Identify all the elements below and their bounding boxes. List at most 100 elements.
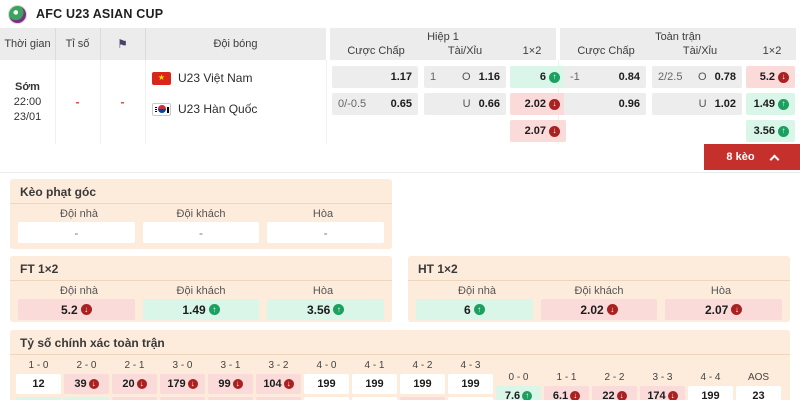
score-col-2-2: 2 - 2 22: [592, 370, 637, 400]
score-odds-cell[interactable]: 199: [400, 374, 445, 394]
score-odds-cell[interactable]: 7.6: [496, 386, 541, 400]
score-odds-cell-partial[interactable]: [256, 397, 301, 400]
away-team[interactable]: U23 Hàn Quốc: [152, 102, 257, 116]
trend-icon: [522, 391, 533, 400]
score-odds-cell[interactable]: 199: [352, 374, 397, 394]
table-header-first-half: Hiệp 1 Cược Chấp Tài/Xỉu 1×2: [330, 28, 556, 60]
score-odds-cell-partial[interactable]: [352, 397, 397, 400]
divider: [100, 60, 101, 144]
ft-draw-odds[interactable]: 3.56: [267, 299, 385, 320]
score-col-2-1: 2 - 1 20: [112, 358, 157, 400]
score-odds-cell[interactable]: 23: [736, 386, 781, 400]
score-odds-cell[interactable]: 199: [688, 386, 733, 400]
ft-overunder-odds-2[interactable]: U 1.02: [652, 93, 742, 115]
odds-value: 1.49: [182, 302, 206, 317]
score-odds-cell-partial[interactable]: [64, 397, 109, 400]
score-odds-cell[interactable]: 104: [256, 374, 301, 394]
score-col-3-0: 3 - 0 179: [160, 358, 205, 400]
score-label: 2 - 2: [604, 371, 625, 383]
odds-value: 1.16: [478, 71, 500, 83]
table-header-left: Thời gian Tỉ số ⚑ Đội bóng: [0, 28, 326, 60]
score-odds-cell[interactable]: 99: [208, 374, 253, 394]
col-header-ft-1x2: 1×2: [762, 45, 782, 57]
trend-icon: [778, 71, 789, 83]
home-team[interactable]: U23 Việt Nam: [152, 71, 252, 85]
corner-odds-card: Kèo phạt góc Đội nhà Đội khách Hòa - - -: [10, 179, 392, 249]
score-odds-cell[interactable]: 6.1: [544, 386, 589, 400]
trend-icon: [187, 379, 198, 389]
corner-draw-odds[interactable]: -: [267, 222, 385, 243]
match-time: Sớm 22:00 23/01: [0, 60, 55, 144]
corner-card-title: Kèo phạt góc: [10, 179, 392, 204]
score-col-4-0: 4 - 0 199: [304, 358, 349, 400]
h1-handicap-odds-1[interactable]: 1.17: [332, 66, 418, 88]
score-odds-cell[interactable]: 179: [160, 374, 205, 394]
divider: [0, 172, 800, 173]
ft-1x2-away-odds[interactable]: 1.49: [746, 93, 795, 115]
ft-handicap-odds-2[interactable]: 0.96: [564, 93, 646, 115]
divider: [326, 60, 327, 144]
h1-overunder-odds-2[interactable]: U 0.66: [424, 93, 506, 115]
score-odds-cell-partial[interactable]: [16, 397, 61, 400]
h1-overunder-odds-1[interactable]: 1 O 1.16: [424, 66, 506, 88]
ft-1x2-draw-odds[interactable]: 3.56: [746, 120, 795, 142]
afc-tournament-logo-icon: [8, 4, 27, 24]
trend-icon: [473, 304, 485, 315]
score-odds-cell[interactable]: 20: [112, 374, 157, 394]
score-odds-cell[interactable]: 174: [640, 386, 685, 400]
trend-icon: [616, 391, 627, 400]
ft-overunder-odds-1[interactable]: 2/2.5 O 0.78: [652, 66, 742, 88]
score-label: 4 - 0: [316, 359, 337, 371]
divider: [55, 28, 56, 60]
score-label: 3 - 0: [172, 359, 193, 371]
ht-home-odds[interactable]: 6: [416, 299, 533, 320]
odds-value: -: [323, 225, 328, 240]
odds-value: 7.6: [504, 390, 521, 400]
ft-1x2-home-odds[interactable]: 5.2: [746, 66, 795, 88]
corner-away-odds[interactable]: -: [142, 222, 260, 243]
h1-1x2-home-odds[interactable]: 6: [510, 66, 566, 88]
score-odds-cell-partial[interactable]: [304, 397, 349, 400]
score-odds-cell-partial[interactable]: [448, 397, 493, 400]
odds-value: 5.2: [759, 71, 775, 83]
corner-home-odds[interactable]: -: [18, 222, 135, 243]
score-odds-cell-partial[interactable]: [208, 397, 253, 400]
score-label: 4 - 3: [460, 359, 481, 371]
col-header-score: Tỉ số: [65, 38, 90, 50]
goal-line: 1: [430, 71, 437, 83]
score-col-0-0: 0 - 0 7.6: [496, 370, 541, 400]
h1-1x2-draw-odds[interactable]: 2.07: [510, 120, 566, 142]
odds-value: 2.07: [705, 302, 729, 317]
ft-header-away: Đội khách: [176, 285, 226, 297]
col-header-h1-overunder: Tài/Xỉu: [447, 45, 483, 57]
score-odds-cell[interactable]: 39: [64, 374, 109, 394]
score-col-1-1: 1 - 1 6.1: [544, 370, 589, 400]
ft-handicap-odds-1[interactable]: -1 0.84: [564, 66, 646, 88]
score-odds-cell[interactable]: 199: [448, 374, 493, 394]
score-label: 4 - 1: [364, 359, 385, 371]
h1-1x2-away-odds[interactable]: 2.02: [510, 93, 566, 115]
ft-away-odds[interactable]: 1.49: [142, 299, 260, 320]
more-odds-label: 8 kèo: [726, 151, 755, 163]
h1-handicap-odds-2[interactable]: 0/-0.5 0.65: [332, 93, 418, 115]
ht-away-odds[interactable]: 2.02: [540, 299, 658, 320]
odds-value: 2.02: [580, 302, 604, 317]
ht-draw-odds[interactable]: 2.07: [665, 299, 783, 320]
match-row: Sớm 22:00 23/01 - - U23 Việt Nam U23 Hàn…: [0, 60, 800, 144]
score-odds-cell-partial[interactable]: [160, 397, 205, 400]
more-odds-button[interactable]: 8 kèo: [704, 144, 800, 170]
ht-header-draw: Hòa: [710, 285, 732, 297]
score-odds-cell-partial[interactable]: [400, 397, 445, 400]
match-date: 23/01: [13, 111, 42, 123]
trend-icon: [778, 125, 789, 137]
score-odds-cell[interactable]: 199: [304, 374, 349, 394]
south-korea-flag-icon: [152, 102, 171, 116]
score-label: 4 - 4: [700, 371, 721, 383]
score-odds-cell-partial[interactable]: [112, 397, 157, 400]
ft-1x2-card: FT 1×2 Đội nhà Đội khách Hòa 5.2 1.49 3.…: [10, 256, 392, 322]
odds-value: 199: [701, 390, 720, 400]
score-odds-cell[interactable]: 22: [592, 386, 637, 400]
score-odds-cell[interactable]: 12: [16, 374, 61, 394]
ft-home-odds[interactable]: 5.2: [18, 299, 135, 320]
score-label: 3 - 3: [652, 371, 673, 383]
